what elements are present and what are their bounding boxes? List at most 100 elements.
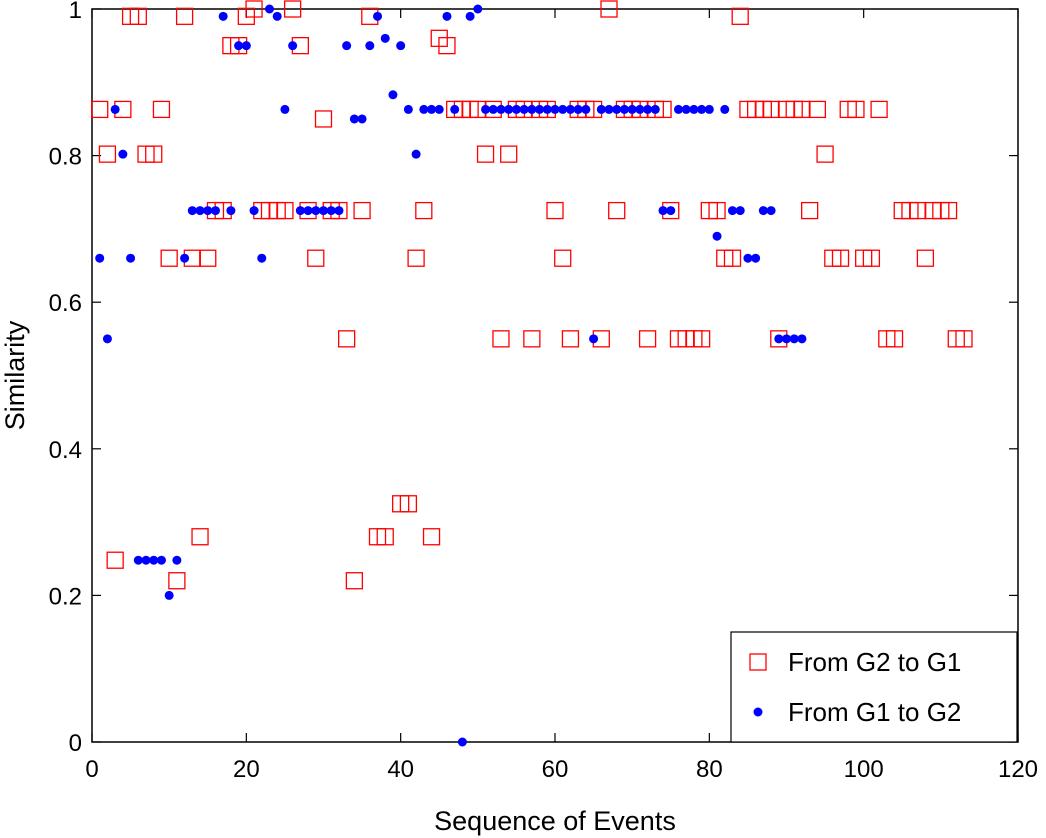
data-point-dot bbox=[442, 11, 452, 21]
data-point-dot bbox=[411, 149, 421, 159]
data-point-dot bbox=[272, 11, 282, 21]
data-point-dot bbox=[481, 104, 491, 114]
data-point-dot bbox=[589, 334, 599, 344]
data-point-square bbox=[129, 7, 147, 25]
x-tick-label: 40 bbox=[387, 756, 414, 783]
data-point-dot bbox=[187, 206, 197, 216]
data-point-dot bbox=[110, 104, 120, 114]
data-point-dot bbox=[95, 253, 105, 263]
data-point-square bbox=[476, 145, 495, 163]
data-point-dot bbox=[311, 206, 321, 216]
data-point-square bbox=[939, 201, 958, 220]
legend: From G2 to G1 From G1 to G2 bbox=[730, 631, 1018, 743]
data-point-dot bbox=[550, 104, 560, 114]
data-point-dot bbox=[704, 104, 714, 114]
x-tick-label: 100 bbox=[844, 756, 884, 783]
data-point-square bbox=[314, 110, 333, 128]
data-point-dot bbox=[735, 206, 745, 216]
data-point-dot bbox=[650, 104, 660, 114]
data-point-dot bbox=[727, 206, 737, 216]
data-point-square bbox=[847, 100, 865, 119]
x-tick-label: 0 bbox=[85, 756, 98, 783]
data-point-square bbox=[955, 330, 973, 348]
data-point-dot bbox=[542, 104, 552, 114]
data-point-dot bbox=[373, 11, 383, 21]
data-point-dot bbox=[766, 206, 776, 216]
data-point-dot bbox=[581, 104, 591, 114]
data-point-square bbox=[245, 0, 263, 18]
data-point-square bbox=[500, 145, 518, 163]
data-point-square bbox=[692, 330, 711, 348]
data-point-dot bbox=[257, 253, 267, 263]
data-point-dot bbox=[434, 104, 444, 114]
data-point-dot bbox=[419, 104, 429, 114]
legend-box bbox=[730, 631, 1018, 743]
data-point-square bbox=[723, 249, 742, 267]
data-point-dot bbox=[295, 206, 305, 216]
data-point-dot bbox=[342, 41, 352, 51]
x-tick-label: 120 bbox=[998, 756, 1038, 783]
data-point-dot bbox=[689, 104, 699, 114]
x-tick-label: 60 bbox=[542, 756, 569, 783]
data-point-dot bbox=[797, 334, 807, 344]
data-point-dot bbox=[774, 334, 784, 344]
data-point-square bbox=[399, 495, 418, 513]
legend-marker-square bbox=[749, 653, 767, 671]
data-point-square bbox=[98, 145, 117, 163]
data-point-square bbox=[353, 201, 371, 220]
data-point-dot bbox=[673, 104, 683, 114]
series-g2-to-g1 bbox=[91, 0, 973, 590]
data-point-square bbox=[708, 201, 726, 220]
data-point-dot bbox=[457, 737, 467, 747]
data-point-dot bbox=[241, 41, 251, 51]
data-point-dot bbox=[427, 104, 437, 114]
series-g1-to-g2 bbox=[95, 4, 807, 747]
data-point-dot bbox=[234, 41, 244, 51]
data-point-dot bbox=[635, 104, 645, 114]
data-point-dot bbox=[141, 555, 151, 565]
data-point-dot bbox=[558, 104, 568, 114]
data-point-dot bbox=[743, 253, 753, 263]
y-axis-label: Similarity bbox=[0, 320, 30, 430]
x-tick-label: 20 bbox=[233, 756, 260, 783]
data-point-square bbox=[145, 145, 163, 163]
x-tick-label: 80 bbox=[696, 756, 723, 783]
x-axis-label: Sequence of Events bbox=[434, 806, 676, 836]
data-point-square bbox=[638, 330, 657, 348]
data-point-square bbox=[276, 201, 294, 220]
data-point-dot bbox=[249, 206, 259, 216]
data-point-dot bbox=[118, 149, 128, 159]
data-point-dot bbox=[619, 104, 629, 114]
data-point-dot bbox=[357, 114, 367, 124]
data-point-square bbox=[492, 330, 510, 348]
data-point-dot bbox=[573, 104, 583, 114]
data-point-dot bbox=[203, 206, 213, 216]
data-point-dot bbox=[681, 104, 691, 114]
data-point-dot bbox=[264, 4, 274, 14]
data-point-square bbox=[199, 249, 217, 267]
data-point-square bbox=[175, 7, 194, 25]
data-point-dot bbox=[133, 555, 143, 565]
data-point-dot bbox=[349, 114, 359, 124]
y-tick-label: 0.6 bbox=[49, 290, 82, 317]
data-point-dot bbox=[519, 104, 529, 114]
data-point-dot bbox=[751, 253, 761, 263]
data-point-dot bbox=[473, 4, 483, 14]
data-point-dot bbox=[697, 104, 707, 114]
data-point-dot bbox=[288, 41, 298, 51]
data-point-square bbox=[808, 100, 827, 119]
data-point-square bbox=[307, 249, 325, 267]
data-point-dot bbox=[218, 11, 228, 21]
data-point-square bbox=[816, 145, 834, 163]
data-marks bbox=[91, 0, 973, 747]
data-point-dot bbox=[535, 104, 545, 114]
data-point-dot bbox=[465, 11, 475, 21]
data-point-square bbox=[160, 249, 178, 267]
data-point-square bbox=[608, 201, 626, 220]
data-point-square bbox=[916, 249, 935, 267]
data-point-dot bbox=[488, 104, 498, 114]
data-point-square bbox=[376, 528, 394, 546]
data-point-dot bbox=[396, 41, 406, 51]
data-point-square bbox=[168, 572, 186, 590]
